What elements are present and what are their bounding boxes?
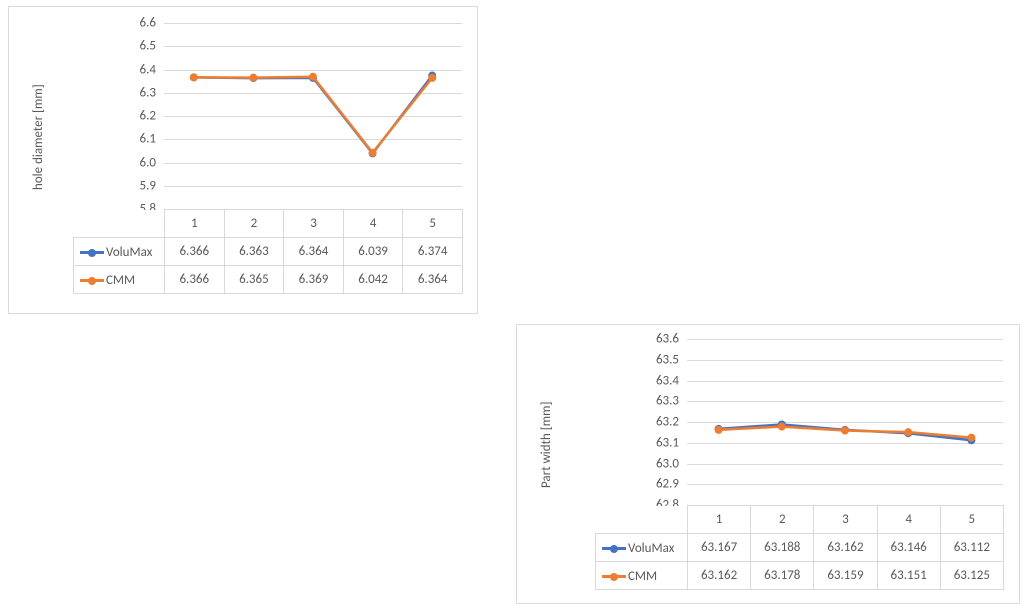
table-header-row: 12345 [596,506,1004,534]
table-series-legend-cell: CMM [74,266,165,294]
table-value-cell: 63.162 [814,534,877,562]
table-category-header: 4 [877,506,940,534]
legend-marker [610,545,618,553]
table-category-header: 5 [403,210,463,238]
legend-item: CMM [602,569,657,584]
chart2-data-table: 12345VoluMax63.16763.18863.16263.14663.1… [595,505,1004,590]
legend-line [80,251,104,254]
legend-series-name: CMM [628,569,657,584]
table-value-cell: 63.112 [940,534,1003,562]
table-series-legend-cell: CMM [596,562,688,590]
table-value-cell: 63.167 [688,534,751,562]
table-value-cell: 63.178 [751,562,814,590]
table-row: VoluMax 63.16763.18863.16263.14663.112 [596,534,1004,562]
data-marker [904,428,912,436]
table-value-cell: 6.364 [403,266,463,294]
table-value-cell: 63.151 [877,562,940,590]
chart2-plot-svg [687,339,1003,505]
data-marker [841,427,849,435]
chart1-y-axis-title: hole diameter [mm] [31,85,46,191]
data-marker [249,74,257,82]
chart1-plot-area [164,23,462,209]
y-tick-label: 6.4 [140,62,156,77]
legend-item: VoluMax [602,541,674,556]
y-tick-label: 63.0 [656,456,679,471]
legend-item: VoluMax [80,245,152,260]
table-value-cell: 6.042 [343,266,403,294]
table-category-header: 2 [751,506,814,534]
data-marker [967,434,975,442]
y-tick-label: 63.2 [656,415,679,430]
legend-line [602,575,626,578]
y-tick-label: 6.6 [140,16,156,31]
data-marker [369,149,377,157]
table-value-cell: 6.369 [284,266,344,294]
table-blank-header [74,210,165,238]
chart2-panel: Part width [mm]62.862.963.063.163.263.36… [516,324,1020,604]
data-marker [778,423,786,431]
data-marker [715,426,723,434]
chart2-plot-area [687,339,1003,505]
chart1-data-table: 12345VoluMax6.3666.3636.3646.0396.374CMM… [73,209,463,294]
y-tick-label: 63.1 [656,435,679,450]
y-tick-label: 6.5 [140,39,156,54]
table-series-legend-cell: VoluMax [596,534,688,562]
y-tick-label: 6.1 [140,132,156,147]
table-value-cell: 6.364 [284,238,344,266]
table-value-cell: 6.363 [224,238,284,266]
table-category-header: 5 [940,506,1003,534]
y-tick-label: 6.3 [140,85,156,100]
legend-series-name: CMM [106,273,135,288]
chart1-plot-svg [164,23,462,209]
y-tick-label: 63.3 [656,394,679,409]
data-marker [190,73,198,81]
table-category-header: 3 [284,210,344,238]
table-value-cell: 6.366 [165,266,225,294]
legend-line [80,279,104,282]
legend-item: CMM [80,273,135,288]
table-value-cell: 6.374 [403,238,463,266]
legend-line [602,547,626,550]
table-blank-header [596,506,688,534]
y-tick-label: 63.6 [656,332,679,347]
table-row: CMM 63.16263.17863.15963.15163.125 [596,562,1004,590]
table-series-legend-cell: VoluMax [74,238,165,266]
table-value-cell: 63.125 [940,562,1003,590]
data-marker [309,73,317,81]
table-value-cell: 63.188 [751,534,814,562]
table-category-header: 2 [224,210,284,238]
table-row: VoluMax 6.3666.3636.3646.0396.374 [74,238,463,266]
table-category-header: 1 [688,506,751,534]
table-value-cell: 63.162 [688,562,751,590]
table-category-header: 1 [165,210,225,238]
y-tick-label: 62.9 [656,477,679,492]
table-value-cell: 6.039 [343,238,403,266]
legend-series-name: VoluMax [106,245,152,260]
legend-marker [88,249,96,257]
chart2-y-axis-title: Part width [mm] [539,402,554,488]
chart1-panel: hole diameter [mm]5.85.96.06.16.26.36.46… [8,6,478,314]
table-value-cell: 63.146 [877,534,940,562]
table-category-header: 4 [343,210,403,238]
y-tick-label: 5.9 [140,178,156,193]
y-tick-label: 6.0 [140,155,156,170]
table-row: CMM 6.3666.3656.3696.0426.364 [74,266,463,294]
y-tick-label: 63.5 [656,352,679,367]
data-marker [428,74,436,82]
chart1-line-cmm [194,77,432,153]
table-value-cell: 63.159 [814,562,877,590]
y-tick-label: 6.2 [140,109,156,124]
table-header-row: 12345 [74,210,463,238]
table-value-cell: 6.365 [224,266,284,294]
legend-marker [610,573,618,581]
table-value-cell: 6.366 [165,238,225,266]
chart1-line-volumax [194,76,432,154]
table-category-header: 3 [814,506,877,534]
y-tick-label: 63.4 [656,373,679,388]
legend-series-name: VoluMax [628,541,674,556]
legend-marker [88,277,96,285]
